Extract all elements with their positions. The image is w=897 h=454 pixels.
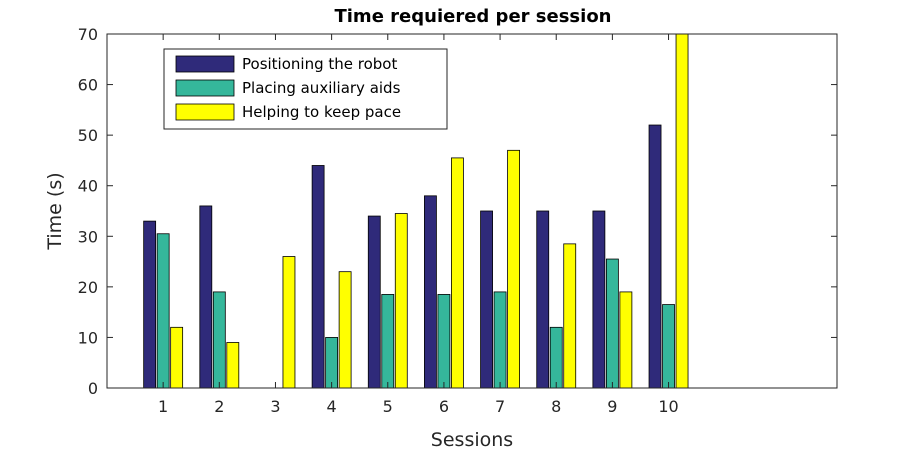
bar-series-2-session-2: [212, 291, 226, 389]
y-tick-label-30: 30: [78, 227, 98, 246]
bar-series-2-session-4: [325, 337, 339, 389]
bar-series-3-session-2: [226, 342, 240, 389]
y-tick-label-0: 0: [88, 379, 98, 398]
bar-series-2-session-7: [493, 291, 507, 389]
x-tick-label-6: 6: [439, 397, 449, 416]
legend-label-1: Positioning the robot: [242, 55, 397, 73]
y-axis-title: Time (s): [44, 172, 66, 250]
y-tick-label-60: 60: [78, 76, 98, 95]
bar-series-3-session-7: [507, 149, 520, 389]
bar-series-3-session-6: [451, 157, 464, 389]
bar-series-1-session-9: [592, 210, 606, 389]
x-ticks-group: 1 2 3 4 5 6 7 8 9 10: [158, 34, 679, 416]
bar-series-2-session-1: [156, 233, 170, 389]
bar-series-1-session-1: [143, 220, 157, 389]
y-ticks-group: 0 10 20 30 40 50 60 70: [78, 25, 837, 398]
y-tick-label-10: 10: [78, 328, 98, 347]
legend-label-2: Placing auxiliary aids: [242, 79, 401, 97]
x-axis-title: Sessions: [431, 429, 513, 451]
bar-series-1-session-7: [480, 210, 493, 389]
x-tick-label-10: 10: [658, 397, 678, 416]
bar-series-3-session-10: [675, 33, 689, 389]
bar-series-3-session-4: [338, 271, 352, 389]
plot-frame: [106, 33, 838, 389]
y-tick-label-50: 50: [78, 126, 98, 145]
bar-series-3-session-1: [170, 326, 184, 389]
x-tick-label-3: 3: [270, 397, 280, 416]
x-tick-label-2: 2: [214, 397, 224, 416]
y-tick-label-20: 20: [78, 278, 98, 297]
bar-series-2-session-10: [662, 304, 675, 389]
x-tick-label-7: 7: [495, 397, 505, 416]
bar-series-2-session-9: [605, 258, 619, 389]
bar-series-3-session-8: [563, 243, 577, 389]
bar-series-1-session-5: [367, 215, 381, 389]
bar-series-1-session-2: [199, 205, 213, 389]
chart-title: Time requiered per session: [334, 6, 611, 27]
x-tick-label-4: 4: [327, 397, 337, 416]
bars-group: [143, 33, 689, 389]
legend-swatch-3: [175, 103, 235, 121]
x-tick-label-8: 8: [551, 397, 561, 416]
x-tick-label-9: 9: [607, 397, 617, 416]
bar-series-3-session-9: [619, 291, 633, 389]
bar-series-3-session-5: [394, 213, 408, 389]
bar-series-1-session-8: [536, 210, 550, 389]
y-tick-label-70: 70: [78, 25, 98, 44]
bar-series-1-session-6: [424, 195, 437, 389]
bar-series-2-session-8: [549, 326, 563, 389]
bar-series-3-session-3: [282, 256, 296, 389]
legend-label-3: Helping to keep pace: [242, 103, 401, 121]
x-tick-label-1: 1: [158, 397, 168, 416]
bar-series-1-session-10: [648, 124, 662, 389]
bar-series-2-session-6: [437, 294, 451, 389]
y-tick-label-40: 40: [78, 177, 98, 196]
legend: Positioning the robot Placing auxiliary a…: [163, 48, 448, 130]
bar-series-1-session-4: [311, 165, 325, 389]
x-tick-label-5: 5: [383, 397, 393, 416]
legend-swatch-1: [175, 55, 235, 73]
legend-swatch-2: [175, 79, 235, 97]
bar-series-2-session-5: [381, 294, 395, 389]
